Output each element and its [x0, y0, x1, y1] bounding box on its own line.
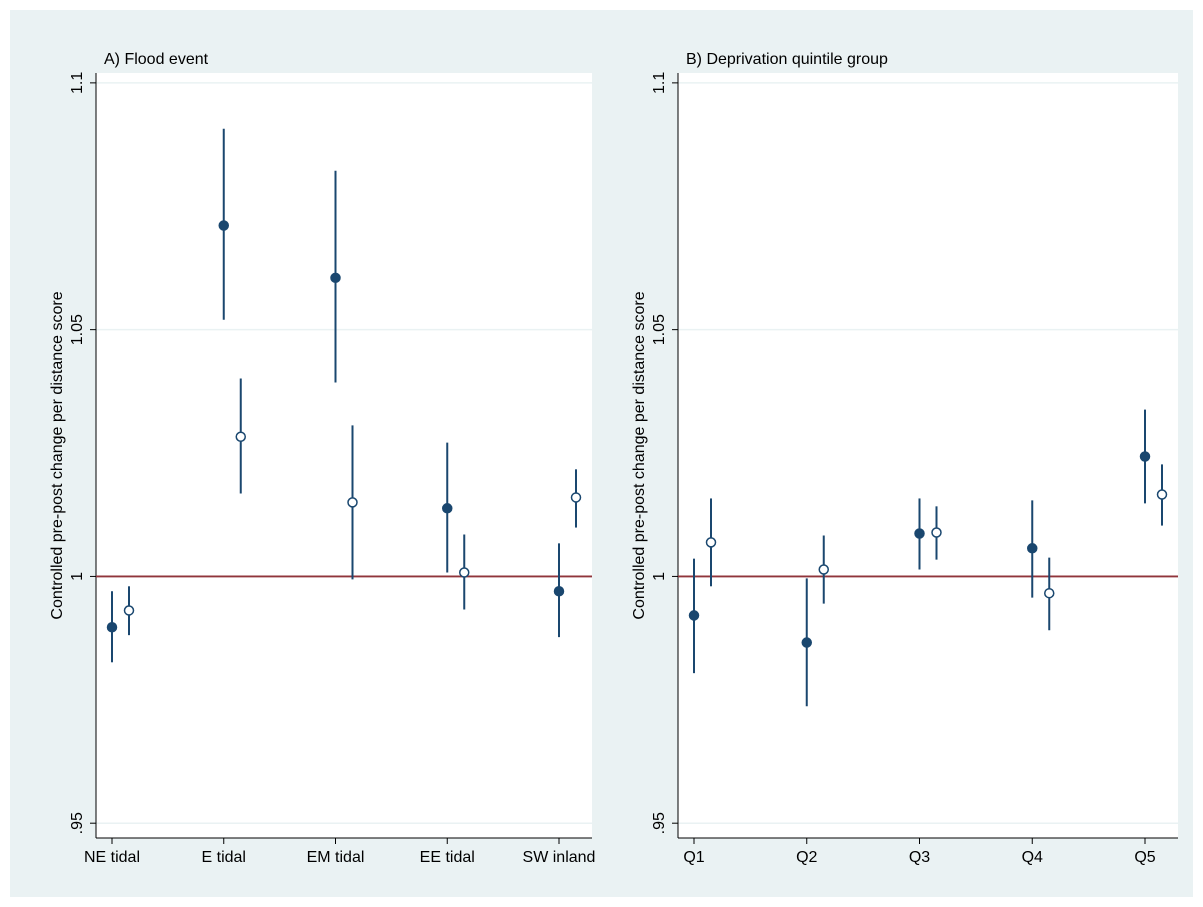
point	[705, 537, 717, 548]
plot-area	[96, 73, 592, 838]
y-tick-label: 1.05	[651, 314, 668, 345]
x-tick-label: Q1	[683, 849, 704, 866]
y-tick-label: 1.05	[69, 314, 86, 345]
panel-title: B) Deprivation quintile group	[686, 51, 888, 68]
y-axis-label: Controlled pre-post change per distance …	[631, 291, 648, 619]
point	[330, 272, 341, 284]
point	[818, 564, 829, 575]
point	[347, 497, 358, 508]
y-tick-label: 1	[69, 572, 86, 581]
point	[914, 528, 925, 539]
point	[801, 637, 812, 648]
x-tick-label: Q2	[796, 849, 817, 866]
point	[688, 610, 700, 621]
point	[235, 431, 246, 442]
x-tick-label: EE tidal	[420, 849, 475, 866]
point	[123, 605, 135, 616]
x-tick-label: Q4	[1022, 849, 1043, 866]
point	[1139, 451, 1151, 462]
point	[931, 527, 942, 538]
point	[1027, 543, 1038, 554]
point	[1044, 587, 1055, 599]
y-tick-label: .95	[651, 812, 668, 834]
x-tick-label: EM tidal	[307, 849, 365, 866]
y-tick-label: 1	[651, 572, 668, 581]
x-tick-label: Q5	[1134, 849, 1155, 866]
x-tick-label: Q3	[909, 849, 930, 866]
y-tick-label: 1.1	[651, 72, 668, 94]
point	[442, 503, 453, 514]
point	[553, 585, 565, 597]
point	[218, 220, 229, 231]
x-tick-label: E tidal	[202, 849, 246, 866]
point	[459, 567, 470, 578]
panel-title: A) Flood event	[104, 51, 209, 68]
x-tick-label: SW inland	[523, 849, 596, 866]
y-axis-label: Controlled pre-post change per distance …	[49, 291, 66, 619]
plot-area	[678, 73, 1178, 838]
point	[1156, 489, 1168, 500]
x-tick-label: NE tidal	[84, 849, 140, 866]
y-tick-label: 1.1	[69, 72, 86, 94]
point	[106, 622, 118, 633]
y-tick-label: .95	[69, 812, 86, 834]
point	[570, 492, 582, 503]
